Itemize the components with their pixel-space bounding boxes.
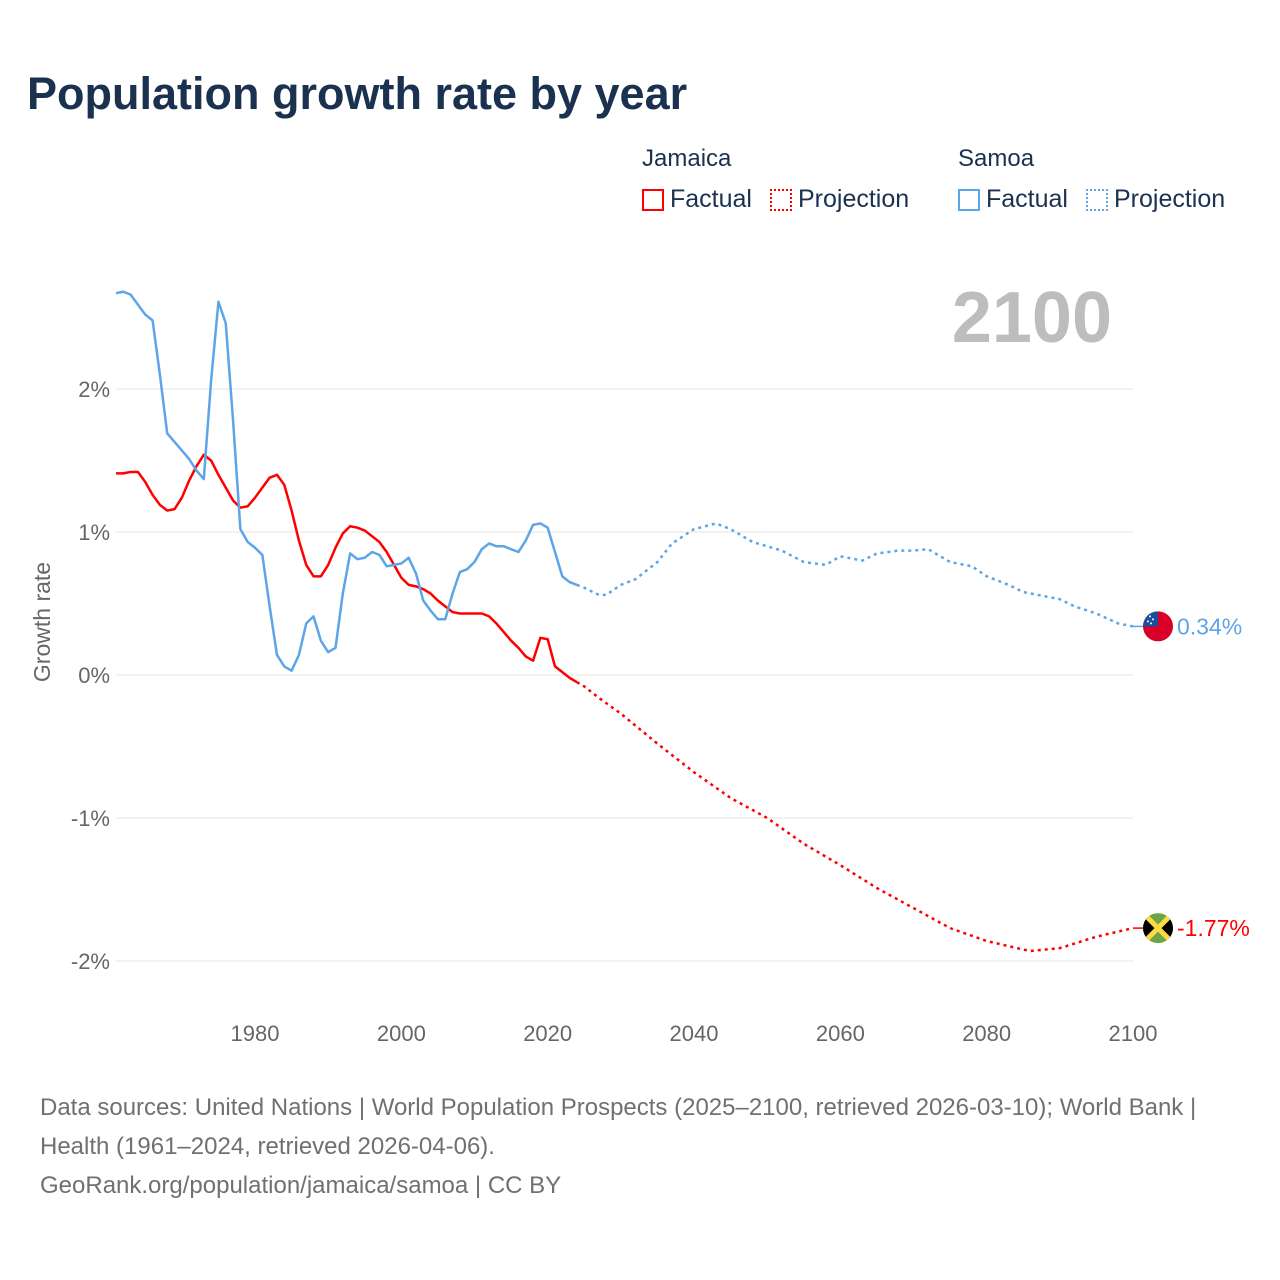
data-sources: Data sources: United Nations | World Pop… (40, 1094, 1197, 1160)
legend-country-label: Jamaica (642, 145, 732, 172)
line-chart: 2% 1% 0% -1% -2% 1980 2000 2020 2040 2060 2080 2100… (29, 278, 1250, 1046)
legend-label: Factual (670, 185, 752, 213)
legend-label: Projection (797, 185, 910, 213)
x-tick-label: 2100 (1109, 1021, 1158, 1046)
y-tick-label: -1% (71, 806, 110, 831)
credit-link[interactable]: GeoRank.org/population/jamaica/samoa | C… (40, 1172, 562, 1199)
y-tick-label: -2% (71, 949, 110, 974)
samoa-flag-icon (1143, 611, 1173, 642)
x-tick-label: 2020 (523, 1021, 572, 1046)
legend-item-jamaica-projection[interactable]: Projection (769, 185, 910, 214)
legend-item-samoa-projection[interactable]: Projection (1085, 185, 1226, 214)
legend-country-label: Samoa (958, 145, 1035, 172)
samoa-end-value-label: 0.34% (1177, 613, 1242, 639)
y-tick-label: 1% (78, 520, 110, 545)
x-tick-label: 2040 (670, 1021, 719, 1046)
footer: Data sources: United Nations | World Pop… (40, 1088, 1240, 1205)
samoa-projection-line (576, 522, 1134, 628)
legend-label: Projection (1113, 185, 1226, 213)
legend-swatch-dotted (769, 188, 792, 211)
x-tick-label: 2080 (962, 1021, 1011, 1046)
x-tick-label: 1980 (231, 1021, 280, 1046)
y-tick-label: 2% (78, 377, 110, 402)
legend-swatch-dotted (1085, 188, 1108, 211)
legend-swatch-solid (958, 188, 980, 211)
legend-swatch-solid (642, 188, 664, 211)
legend-group-jamaica: Jamaica Factual Projection (642, 145, 909, 213)
legend-label: Factual (986, 185, 1068, 213)
samoa-factual-line (115, 290, 578, 672)
legend-item-samoa-factual[interactable]: Factual (958, 185, 1068, 214)
jamaica-factual-line (116, 453, 578, 684)
current-year-label: 2100 (952, 278, 1112, 358)
chart-title: Population growth rate by year (27, 68, 688, 119)
y-axis-label: Growth rate (29, 562, 55, 682)
x-tick-label: 2060 (816, 1021, 865, 1046)
legend-item-jamaica-factual[interactable]: Factual (642, 185, 752, 214)
x-tick-label: 2000 (377, 1021, 426, 1046)
jamaica-end-value-label: -1.77% (1177, 915, 1250, 941)
jamaica-projection-line (576, 681, 1134, 953)
y-tick-label: 0% (78, 663, 110, 688)
jamaica-flag-icon (1143, 913, 1173, 944)
legend-group-samoa: Samoa Factual Projection (958, 145, 1225, 213)
